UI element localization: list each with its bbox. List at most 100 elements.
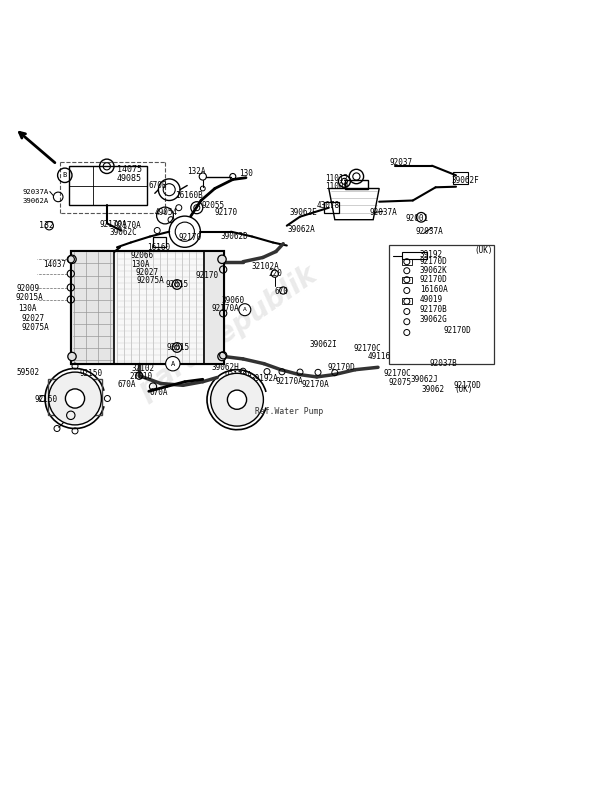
Text: 59502: 59502 [17,367,40,377]
Circle shape [166,356,180,371]
Text: 32102A: 32102A [252,262,280,271]
Text: 92170A: 92170A [99,220,127,229]
Text: 39062A: 39062A [23,198,49,203]
Text: 92037A: 92037A [23,188,49,195]
Circle shape [218,352,226,360]
Text: 39062I: 39062I [309,340,337,349]
Text: 92037: 92037 [390,159,413,167]
Text: 92170A: 92170A [211,304,239,313]
Text: 92075A: 92075A [21,323,49,332]
Text: 14037: 14037 [43,260,67,268]
Text: 39062D: 39062D [221,232,248,241]
Text: 39060: 39060 [222,296,245,305]
Text: 39062K: 39062K [420,266,448,276]
Text: (UK): (UK) [474,246,493,255]
Text: 39062F: 39062F [451,176,479,184]
Bar [324,202,339,213]
Text: 92170: 92170 [179,233,202,243]
Text: 49085: 49085 [117,173,142,183]
Text: 92170A: 92170A [114,221,142,230]
Text: 92027: 92027 [21,313,44,323]
Bar [453,172,468,184]
Text: 92170A: 92170A [301,380,329,389]
Text: 92170D: 92170D [420,276,448,284]
Text: 92170D: 92170D [420,257,448,266]
Text: 92170C: 92170C [354,344,382,352]
Text: 43078: 43078 [317,201,340,210]
Text: 132A: 132A [187,166,206,176]
Text: 670: 670 [275,287,289,296]
Text: 92170: 92170 [215,208,238,217]
Text: 39062H: 39062H [211,363,239,372]
Text: 130A: 130A [131,260,149,268]
Text: 49116: 49116 [367,352,391,361]
Text: 92066: 92066 [131,251,154,260]
Text: 92037A: 92037A [369,208,397,217]
Bar [402,259,412,265]
Text: 670A: 670A [118,380,136,389]
Text: 16160: 16160 [147,243,170,252]
Text: 92170C: 92170C [384,369,412,378]
Circle shape [239,304,251,316]
Text: 92015A: 92015A [15,294,43,302]
Bar [345,180,368,188]
Circle shape [49,372,101,425]
Text: A: A [170,360,175,367]
Text: 92015: 92015 [165,280,188,289]
Text: 39062A: 39062A [288,225,316,234]
Circle shape [211,374,263,426]
Bar [71,251,114,363]
Text: 92037B: 92037B [429,360,457,368]
Text: Ref.Water Pump: Ref.Water Pump [255,407,323,416]
Text: 92150: 92150 [35,395,58,404]
Text: 92027: 92027 [135,268,158,277]
Text: A: A [243,307,247,312]
Text: partsrepublik: partsrepublik [133,261,323,404]
Text: 39192: 39192 [420,250,443,259]
Circle shape [218,255,226,264]
Text: 130A: 130A [18,304,37,313]
Text: 16160A: 16160A [420,285,448,294]
Text: 92170D: 92170D [327,363,355,372]
Text: 49054: 49054 [155,208,178,217]
Text: 92037A: 92037A [415,227,443,236]
Bar [389,245,494,363]
Text: 92055: 92055 [201,201,224,210]
Text: 39062J: 39062J [410,374,438,384]
Text: 39062C: 39062C [109,228,137,237]
Text: 92170D: 92170D [444,326,472,334]
Text: 132: 132 [39,221,54,230]
Text: 130: 130 [239,169,253,178]
Text: 92170: 92170 [195,271,218,280]
Text: 92150: 92150 [79,369,103,378]
Text: 11009: 11009 [325,182,349,192]
Text: 27010: 27010 [129,372,152,381]
Text: 670A: 670A [150,388,169,397]
Text: 39062G: 39062G [420,315,448,323]
Text: 49019: 49019 [420,295,443,304]
Text: 92075A: 92075A [137,276,164,286]
Bar [71,251,224,363]
Text: 92170A: 92170A [224,371,252,380]
Bar [153,236,166,247]
Text: 39062E: 39062E [289,208,317,217]
Bar [402,251,427,259]
Circle shape [65,389,85,408]
Text: 16160B: 16160B [175,192,203,200]
Text: B: B [62,172,67,178]
Bar [402,276,412,283]
Text: 92009: 92009 [17,283,40,293]
Text: 39192A: 39192A [251,374,278,382]
Text: 39062: 39062 [421,385,445,394]
Text: 11012: 11012 [325,174,349,184]
Text: 92170B: 92170B [420,305,448,314]
Circle shape [68,255,76,264]
Text: 92170D: 92170D [453,381,481,390]
Text: 92001: 92001 [405,214,428,223]
Bar [204,251,224,363]
Text: 92075: 92075 [389,378,412,388]
Text: 92170A: 92170A [276,378,304,386]
Bar [69,166,147,206]
Text: 32102: 32102 [132,364,155,373]
Bar [48,379,102,415]
